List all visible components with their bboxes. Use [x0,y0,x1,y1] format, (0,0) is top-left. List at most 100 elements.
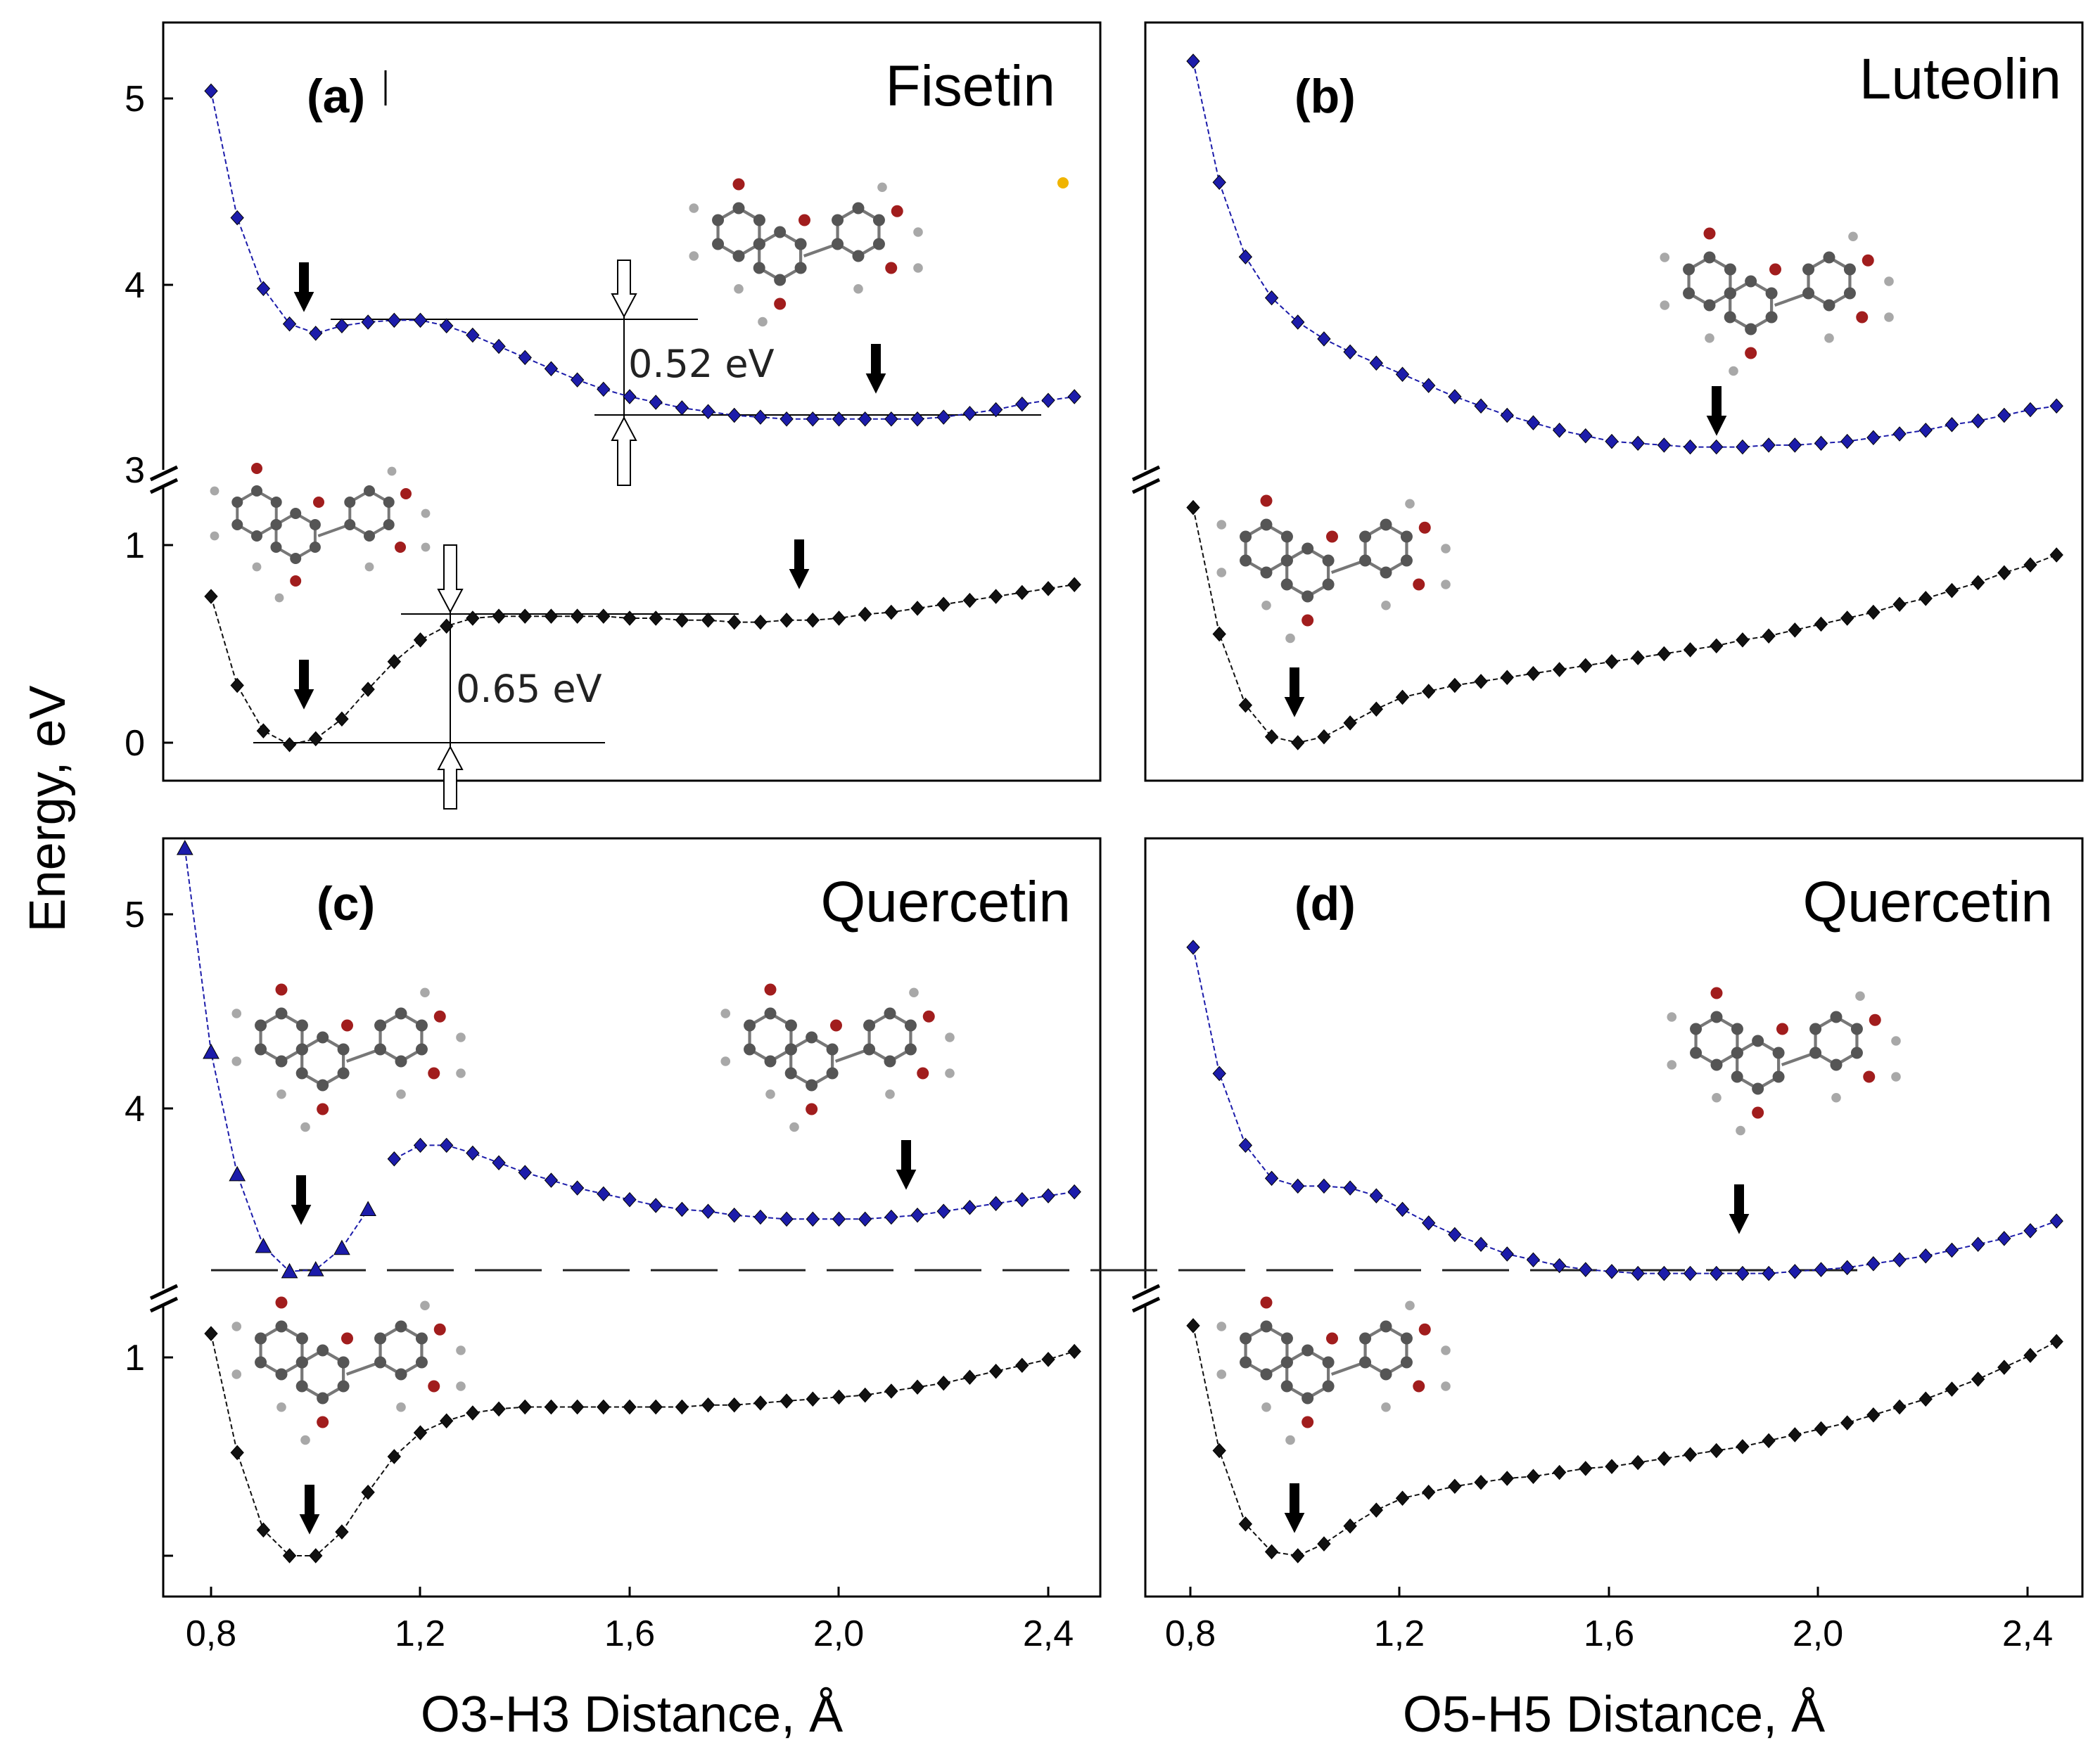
point-b-upper-3 [1264,290,1279,306]
panel-c-name: Quercetin [820,870,1071,934]
point-b-lower-8 [1395,689,1410,705]
point-c-lower-8 [413,1425,428,1440]
point-c-upper-right-8 [597,1186,611,1202]
point-b-lower-20 [1710,638,1724,654]
point-d-upper-7 [1369,1188,1383,1203]
point-d-upper-0 [1186,940,1200,955]
ytick-a-1: 1 [125,525,145,566]
point-c-lower-30 [988,1363,1003,1379]
panel-a-name: Fisetin [885,54,1055,118]
point-c-upper-right-18 [858,1211,872,1227]
point-c-lower-5 [335,1524,349,1540]
annotation-label-0.52: 0.52 eV [628,342,775,386]
point-a-upper-32 [1041,392,1055,409]
point-b-upper-30 [1971,413,1985,429]
point-b-upper-14 [1552,422,1567,438]
point-b-upper-28 [1918,422,1933,438]
point-b-lower-11 [1474,674,1488,689]
point-a-lower-7 [387,654,401,670]
arrow-c3 [297,1483,322,1538]
point-c-upper-left-5 [307,1261,324,1277]
point-b-lower-15 [1579,658,1593,674]
point-d-lower-5 [1317,1536,1331,1552]
point-b-upper-15 [1579,428,1593,444]
point-d-lower-24 [1814,1421,1828,1437]
point-c-lower-4 [309,1548,323,1563]
point-d-upper-24 [1814,1262,1828,1277]
point-a-lower-23 [806,613,820,628]
point-d-lower-1 [1212,1443,1226,1459]
point-b-lower-3 [1264,729,1279,745]
point-d-upper-26 [1866,1256,1881,1272]
xtick-left-2.4: 2,4 [1023,1613,1074,1654]
point-c-upper-right-6 [544,1172,559,1188]
point-a-upper-20 [727,407,742,423]
point-a-lower-27 [910,601,924,616]
point-d-upper-2 [1238,1137,1253,1153]
point-a-lower-33 [1067,577,1081,592]
point-c-upper-right-10 [649,1198,663,1213]
y-axis-label: Energy, eV [20,686,76,933]
point-a-lower-32 [1041,581,1055,596]
point-a-lower-13 [544,608,559,624]
xtick-right-1.2: 1,2 [1374,1613,1425,1654]
point-b-upper-6 [1343,344,1357,360]
molecule-b-upper [1660,227,1894,376]
point-d-lower-7 [1369,1502,1383,1518]
point-c-upper-right-14 [753,1209,768,1225]
point-b-upper-11 [1474,398,1488,414]
point-d-lower-31 [1997,1360,2011,1375]
point-b-upper-31 [1997,407,2011,423]
point-a-lower-4 [309,731,323,747]
point-b-lower-24 [1814,616,1828,632]
point-c-upper-right-5 [518,1165,532,1180]
molecule-d-upper [1667,987,1901,1136]
point-c-upper-right-16 [806,1211,820,1227]
point-a-lower-10 [466,610,480,626]
series-a-lower [210,584,1075,746]
point-a-upper-11 [492,338,506,354]
point-b-upper-2 [1238,249,1253,264]
point-b-upper-18 [1657,437,1672,453]
point-d-lower-23 [1788,1427,1802,1443]
point-c-upper-left-6 [333,1239,350,1255]
point-c-lower-29 [962,1369,977,1385]
point-a-upper-1 [230,210,244,226]
arrow-d1 [1726,1183,1752,1238]
point-d-upper-27 [1892,1252,1907,1268]
point-b-upper-4 [1291,314,1305,330]
panel-c-frame [162,837,1102,1598]
point-d-upper-11 [1474,1236,1488,1252]
series-b-lower [1192,507,2057,744]
arrow-a4 [787,538,812,593]
panel-a-frame [162,21,1102,782]
point-a-upper-10 [466,327,480,343]
point-c-upper-right-26 [1067,1184,1081,1200]
point-c-upper-right-3 [466,1145,480,1161]
point-b-upper-7 [1369,355,1383,371]
point-d-upper-33 [2049,1213,2063,1229]
point-a-upper-22 [779,411,794,427]
point-c-upper-right-24 [1015,1191,1029,1208]
point-b-upper-0 [1186,53,1200,69]
point-c-lower-15 [597,1399,611,1415]
point-a-upper-30 [988,402,1003,418]
series-c-lower [210,1333,1075,1556]
point-b-upper-16 [1605,433,1619,449]
point-a-lower-20 [727,614,742,630]
point-d-upper-1 [1212,1066,1226,1082]
point-c-upper-left-2 [229,1165,246,1182]
point-b-lower-10 [1448,677,1462,693]
point-a-upper-7 [387,312,401,328]
point-c-lower-13 [544,1399,559,1415]
point-d-lower-17 [1631,1454,1645,1471]
point-c-upper-right-25 [1041,1188,1055,1203]
point-a-upper-8 [413,312,428,328]
point-d-upper-16 [1605,1264,1619,1279]
point-c-upper-right-1 [413,1137,428,1153]
ytick-a-3: 3 [125,450,145,491]
series-d-lower [1192,1325,2057,1557]
point-d-lower-14 [1552,1464,1567,1480]
point-c-upper-right-11 [675,1201,689,1217]
point-d-upper-4 [1291,1178,1305,1194]
